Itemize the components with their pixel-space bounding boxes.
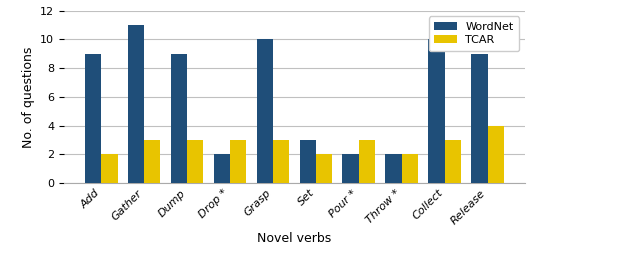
Bar	[445, 140, 461, 183]
Bar	[359, 140, 375, 183]
Bar	[187, 140, 204, 183]
Bar	[144, 140, 161, 183]
Bar	[316, 154, 332, 183]
Y-axis label: No. of questions: No. of questions	[22, 46, 35, 147]
Bar	[488, 126, 504, 183]
Bar	[230, 140, 246, 183]
Bar	[385, 154, 402, 183]
Bar	[257, 40, 273, 183]
Bar	[85, 54, 101, 183]
X-axis label: Novel verbs: Novel verbs	[257, 232, 332, 245]
Bar	[428, 40, 445, 183]
Bar	[342, 154, 359, 183]
Legend: WordNet, TCAR: WordNet, TCAR	[429, 16, 519, 51]
Bar	[300, 140, 316, 183]
Bar	[402, 154, 418, 183]
Bar	[128, 25, 144, 183]
Bar	[171, 54, 187, 183]
Bar	[214, 154, 230, 183]
Bar	[471, 54, 488, 183]
Bar	[273, 140, 289, 183]
Bar	[101, 154, 118, 183]
